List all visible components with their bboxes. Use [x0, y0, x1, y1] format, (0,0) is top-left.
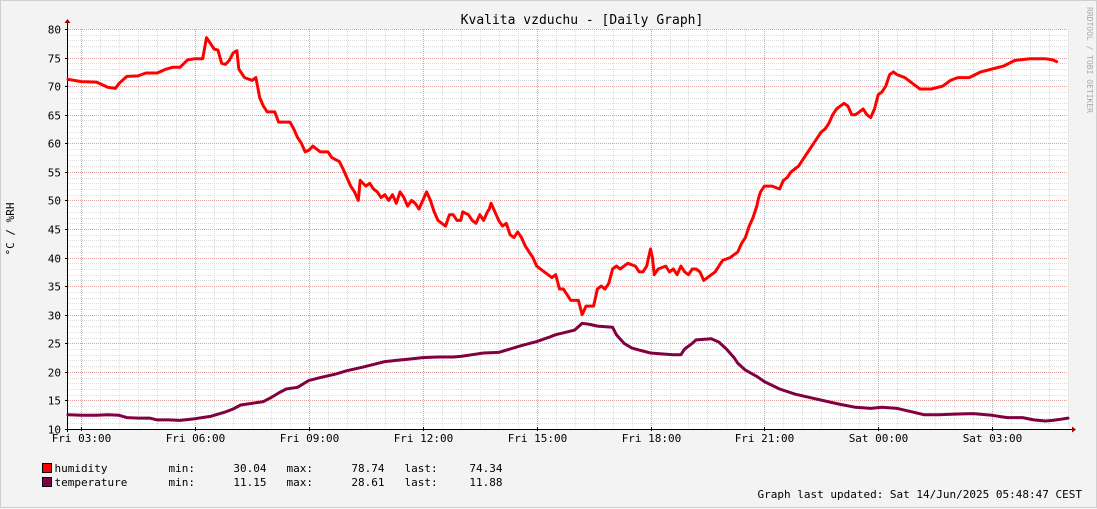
y-tick-label: 75: [48, 53, 61, 66]
legend-min-value: 30.04: [233, 462, 267, 475]
y-tick-label: 55: [48, 167, 61, 180]
x-tick-label: Sat 03:00: [963, 432, 1023, 445]
legend-last-value: 11.88: [469, 476, 503, 489]
legend-min-label: min:: [168, 476, 196, 489]
x-tick-label: Fri 09:00: [280, 432, 340, 445]
y-axis-label: °C / %RH: [4, 203, 17, 256]
humidity-line: [66, 36, 1059, 317]
legend-max-value: 78.74: [351, 462, 385, 475]
humidity-swatch: [41, 463, 52, 473]
y-tick-label: 40: [48, 253, 61, 266]
x-tick-label: Sat 00:00: [849, 432, 909, 445]
y-tick-label: 60: [48, 138, 61, 151]
x-tick-label: Fri 06:00: [166, 432, 226, 445]
y-tick-label: 20: [48, 367, 61, 380]
y-tick-label: 15: [48, 395, 61, 408]
y-tick-label: 70: [48, 81, 61, 94]
y-tick-label: 80: [48, 24, 61, 37]
y-tick-label: 30: [48, 310, 61, 323]
legend-last-label: last:: [404, 476, 438, 489]
major-grid: [68, 29, 1068, 430]
temperature-line: [66, 321, 1070, 423]
legend-max-label: max:: [286, 476, 314, 489]
legend-row-temperature: temperature min: 11.15 max: 28.61 last: 11.88: [15, 462, 503, 504]
y-tick-label: 45: [48, 224, 61, 237]
y-axis-arrow: [64, 19, 71, 23]
legend-min-value: 11.15: [233, 476, 267, 489]
legend-last-value: 74.34: [469, 462, 503, 475]
legend-min-label: min:: [168, 462, 196, 475]
x-tick-label: Fri 21:00: [735, 432, 795, 445]
last-updated-text: Graph last updated: Sat 14/Jun/2025 05:4…: [757, 488, 1082, 501]
x-tick-label: Fri 18:00: [622, 432, 682, 445]
x-tick-label: Fri 03:00: [52, 432, 112, 445]
legend-name: humidity: [54, 462, 108, 475]
legend-max-value: 28.61: [351, 476, 385, 489]
x-tick-label: Fri 12:00: [394, 432, 454, 445]
y-tick-label: 25: [48, 338, 61, 351]
temperature-swatch: [41, 477, 52, 487]
y-tick-label: 65: [48, 110, 61, 123]
x-axis-arrow: [1072, 426, 1076, 433]
x-tick-label: Fri 15:00: [508, 432, 568, 445]
legend-name: temperature: [54, 476, 128, 489]
y-tick-label: 35: [48, 281, 61, 294]
y-tick-label: 10: [48, 424, 61, 437]
legend-max-label: max:: [286, 462, 314, 475]
rrdtool-watermark: RRDTOOL / TOBI OETIKER: [1085, 7, 1094, 113]
legend-last-label: last:: [404, 462, 438, 475]
y-tick-label: 50: [48, 195, 61, 208]
chart-title: Kvalita vzduchu - [Daily Graph]: [461, 13, 704, 28]
legend-row-humidity: humidity min: 30.04 max: 78.74 last: 74.34: [15, 448, 503, 490]
